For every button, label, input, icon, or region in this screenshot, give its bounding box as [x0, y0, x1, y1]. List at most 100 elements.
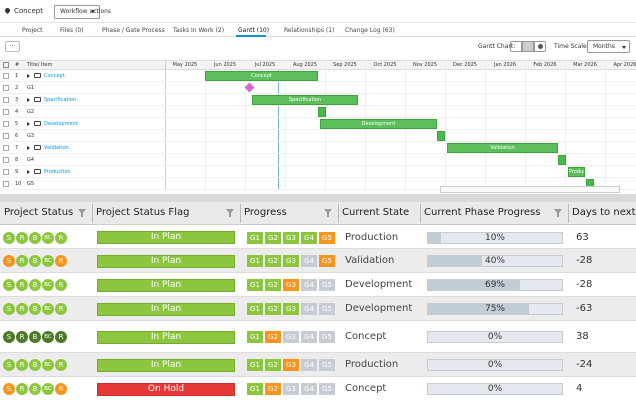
status-circle: R: [55, 279, 67, 291]
header-checkbox: [3, 62, 9, 68]
gate-chip: G4: [301, 279, 317, 291]
view-toggle-1[interactable]: [510, 41, 522, 52]
column-header[interactable]: Current Phase Progress: [424, 207, 541, 218]
filter-icon[interactable]: [78, 209, 86, 214]
status-flag: In Plan: [97, 278, 235, 292]
tab[interactable]: Tasks In Work (2): [173, 27, 225, 34]
gate-bar: [437, 131, 445, 141]
time-scale-select[interactable]: Months: [587, 40, 630, 53]
month-divider: [445, 60, 446, 190]
gate-chip: G5: [319, 255, 335, 267]
column-header[interactable]: Project Status: [4, 207, 74, 218]
gate-bar: [318, 107, 326, 117]
status-circle: R: [16, 303, 28, 315]
row-number: 3: [15, 97, 19, 103]
phase-bar: Validation: [447, 143, 558, 153]
column-header[interactable]: Project Status Flag: [96, 207, 190, 218]
row-number: 10: [15, 181, 22, 187]
gate-chip: G5: [319, 383, 335, 395]
gate-chip: G4: [301, 303, 317, 315]
gate-chip: G5: [319, 303, 335, 315]
gate-chip: G3: [283, 255, 299, 267]
progress-fill: [428, 304, 529, 314]
view-toggle-2[interactable]: [522, 41, 534, 52]
row-number: 1: [15, 73, 19, 79]
row-title[interactable]: Production: [44, 169, 71, 175]
gantt-row: [0, 106, 636, 118]
gantt-row: [0, 142, 636, 154]
status-circle: B: [29, 279, 41, 291]
row-checkbox: [3, 97, 9, 103]
view-toggle-3[interactable]: [534, 41, 546, 52]
expand-arrow[interactable]: [27, 74, 30, 78]
tab[interactable]: Files (0): [60, 27, 84, 34]
expand-arrow[interactable]: [27, 170, 30, 174]
progress-fill: [428, 256, 482, 266]
filter-stem: [327, 213, 329, 217]
row-title[interactable]: Specification: [44, 97, 77, 103]
month-label: Oct 2025: [373, 62, 397, 68]
today-line: [278, 70, 279, 190]
month-label: Sep 2025: [333, 62, 357, 68]
gate-chip: G3: [283, 279, 299, 291]
status-circle: B: [29, 383, 41, 395]
row-title[interactable]: Validation: [44, 145, 69, 151]
workflow-button[interactable]: Workflow actions: [54, 5, 111, 19]
section-divider: [0, 194, 636, 202]
filter-stem: [557, 213, 559, 217]
month-label: Dec 2025: [453, 62, 477, 68]
expand-arrow[interactable]: [27, 98, 30, 102]
gantt-row: [0, 82, 636, 94]
location: Concept: [14, 7, 43, 15]
status-circle: S: [3, 231, 15, 244]
gate-chip: G4: [301, 383, 317, 395]
tab[interactable]: Gantt (10): [238, 27, 270, 34]
status-circle: S: [3, 359, 15, 371]
row-title: G4: [27, 157, 35, 163]
expand-arrow[interactable]: [27, 146, 30, 150]
progress-track: 40%: [427, 255, 563, 267]
scrollbar: [440, 186, 620, 193]
month-label: Jun 2025: [213, 62, 237, 68]
expand-arrow[interactable]: [27, 122, 30, 126]
column-header[interactable]: Progress: [244, 207, 287, 218]
column-header[interactable]: Current State: [342, 207, 410, 218]
tab[interactable]: Relationships (1): [284, 27, 335, 34]
more-button[interactable]: ...: [5, 41, 20, 52]
gate-chip: G5: [319, 359, 335, 371]
row-number: 7: [15, 145, 19, 151]
gantt-chart-label: Gantt Chart:: [478, 43, 516, 50]
row-checkbox: [3, 121, 9, 127]
column-header[interactable]: Days to next ...: [572, 207, 636, 218]
month-label: Jan 2026: [493, 62, 517, 68]
filter-icon[interactable]: [324, 209, 332, 214]
status-flag: In Plan: [97, 302, 235, 316]
row-checkbox: [3, 73, 9, 79]
row-title[interactable]: Concept: [44, 73, 65, 79]
status-circle: B: [29, 231, 41, 244]
tab[interactable]: Phase / Gate Process: [102, 27, 165, 34]
row-title[interactable]: Development: [44, 121, 78, 127]
status-circle: R: [55, 359, 67, 371]
filter-icon[interactable]: [554, 209, 562, 214]
status-circle: B: [29, 359, 41, 371]
row-title: G5: [27, 181, 35, 187]
status-flag: In Plan: [97, 358, 235, 372]
status-circle: BC: [42, 331, 54, 343]
status-circle: BC: [42, 359, 54, 371]
tab[interactable]: Project: [22, 27, 43, 34]
row-number: 6: [15, 133, 19, 139]
current-state: Development: [345, 279, 413, 290]
status-circle: R: [55, 231, 67, 244]
row-title: G3: [27, 133, 35, 139]
month-label: May 2025: [172, 62, 198, 68]
current-state: Development: [345, 303, 413, 314]
month-label: Jul 2025: [254, 62, 276, 68]
row-number: 2: [15, 85, 19, 91]
status-circle: R: [55, 255, 67, 267]
tab[interactable]: Change Log (63): [345, 27, 395, 34]
table-header: [0, 202, 636, 225]
gantt-col-num: #: [15, 62, 20, 68]
filter-icon[interactable]: [226, 209, 234, 214]
month-label: Mar 2026: [573, 62, 597, 68]
